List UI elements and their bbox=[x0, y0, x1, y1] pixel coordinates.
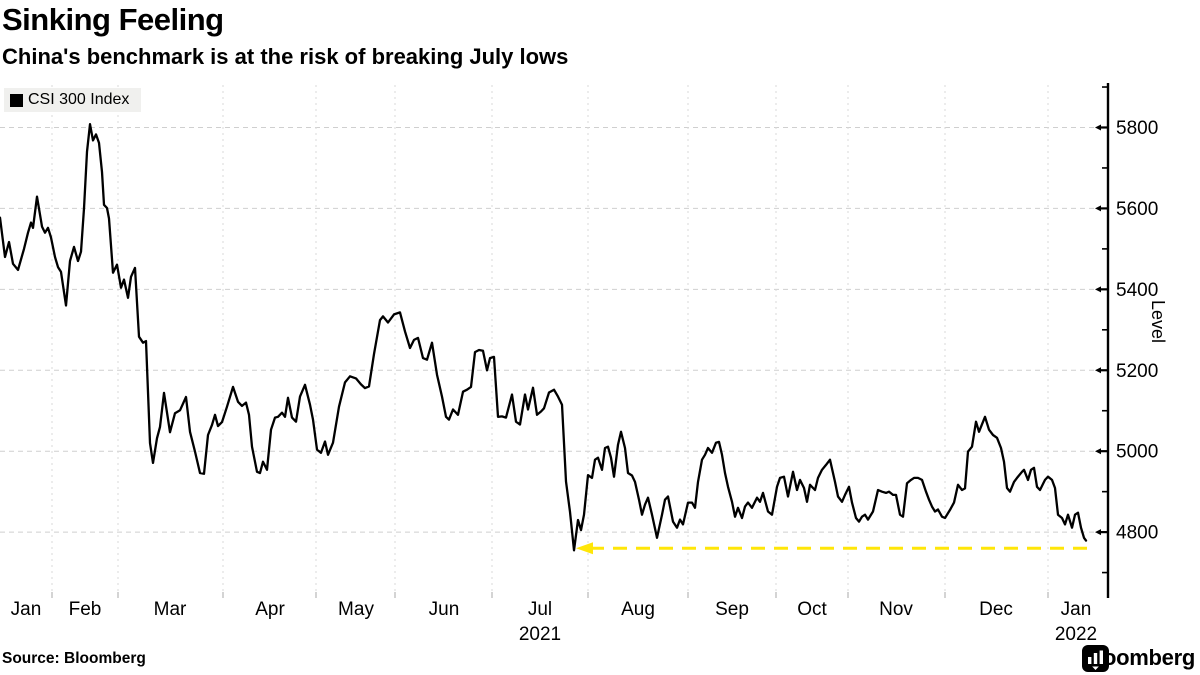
legend: CSI 300 Index bbox=[4, 88, 142, 112]
y-tick-label: 5200 bbox=[1116, 361, 1158, 382]
july-low-arrowhead bbox=[576, 542, 593, 555]
x-tick-label: Mar bbox=[154, 599, 187, 620]
x-year-label: 2021 bbox=[519, 624, 561, 645]
brand-footer: Bloomberg bbox=[1081, 645, 1195, 672]
y-tick-label: 5000 bbox=[1116, 442, 1158, 463]
x-tick-label: Oct bbox=[797, 599, 827, 620]
x-tick-label: Sep bbox=[715, 599, 749, 620]
y-tick-label: 5600 bbox=[1116, 199, 1158, 220]
x-tick-label: Apr bbox=[255, 599, 285, 620]
x-tick-label: Jun bbox=[429, 599, 460, 620]
x-tick-label: Feb bbox=[69, 599, 102, 620]
bloomberg-terminal-icon bbox=[1081, 645, 1109, 672]
y-tick-label: 5800 bbox=[1116, 118, 1158, 139]
x-tick-label: Jan bbox=[1061, 599, 1092, 620]
x-tick-label: Jul bbox=[528, 599, 552, 620]
x-tick-label: Nov bbox=[879, 599, 913, 620]
legend-label: CSI 300 Index bbox=[28, 91, 130, 108]
page-subtitle: China's benchmark is at the risk of brea… bbox=[2, 44, 569, 69]
source-note: Source: Bloomberg bbox=[2, 650, 146, 667]
x-tick-label: Aug bbox=[621, 599, 655, 620]
y-tick-label: 5400 bbox=[1116, 280, 1158, 301]
y-tick-arrow bbox=[1095, 448, 1101, 455]
y-tick-arrow bbox=[1095, 124, 1101, 131]
y-tick-arrow bbox=[1095, 367, 1101, 374]
x-tick-label: Jan bbox=[11, 599, 42, 620]
page-title: Sinking Feeling bbox=[2, 2, 224, 37]
legend-swatch-icon bbox=[10, 93, 23, 107]
y-tick-label: 4800 bbox=[1116, 523, 1158, 544]
y-tick-arrow bbox=[1095, 205, 1101, 212]
x-year-label: 2022 bbox=[1055, 624, 1097, 645]
y-tick-arrow bbox=[1095, 529, 1101, 536]
y-axis-title: Level bbox=[1148, 300, 1168, 344]
x-tick-label: Dec bbox=[979, 599, 1013, 620]
csi-300-line bbox=[0, 123, 1088, 552]
x-tick-label: May bbox=[338, 599, 374, 620]
y-tick-arrow bbox=[1095, 286, 1101, 293]
